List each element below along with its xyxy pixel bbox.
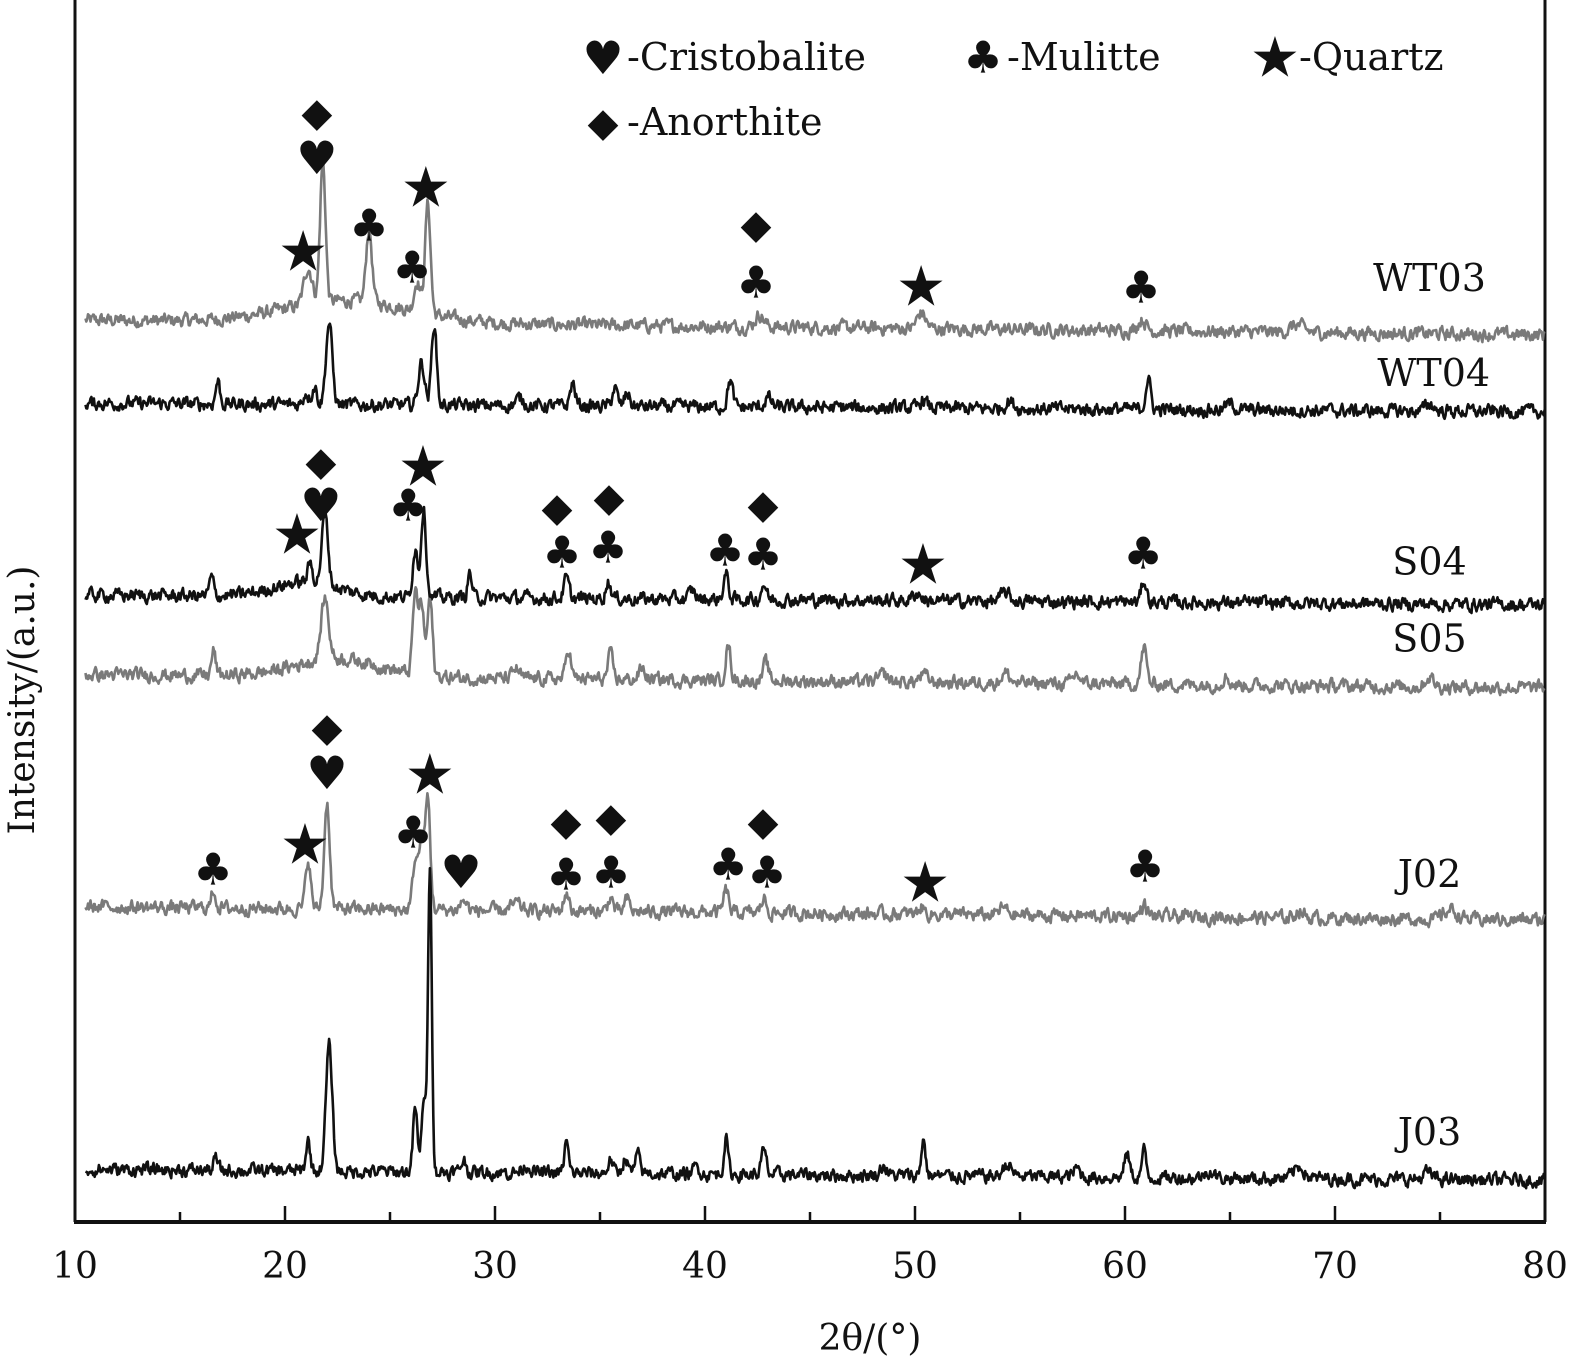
series-label-wt03: WT03	[1373, 256, 1486, 300]
series-label-j02: J02	[1394, 852, 1462, 896]
cristobalite-heart-icon: ♥	[296, 131, 337, 185]
mullite-club-icon: ♣	[588, 522, 627, 573]
quartz-star-icon: ★	[278, 219, 328, 284]
anorthite-diamond-icon: ◆	[302, 90, 333, 136]
legend-cristobalite-heart-icon: ♥	[582, 31, 623, 85]
cristobalite-heart-icon: ♥	[306, 746, 347, 800]
legend-label: -Mulitte	[1007, 35, 1161, 79]
legend-label: -Quartz	[1299, 35, 1444, 79]
mullite-club-icon: ♣	[1123, 529, 1162, 580]
anorthite-diamond-icon: ◆	[594, 475, 625, 521]
x-tick-label: 70	[1312, 1246, 1358, 1287]
mullite-club-icon: ♣	[1125, 842, 1164, 893]
series-label-s05: S05	[1392, 616, 1466, 660]
mullite-club-icon: ♣	[388, 481, 427, 532]
series-line-s04	[84, 505, 1546, 615]
x-tick-label: 10	[52, 1246, 98, 1287]
anorthite-diamond-icon: ◆	[306, 439, 337, 485]
series-line-j02	[84, 792, 1546, 929]
series-label-wt04: WT04	[1377, 351, 1490, 395]
quartz-star-icon: ★	[280, 813, 330, 878]
legend-label: -Cristobalite	[627, 35, 866, 79]
legend-label: -Anorthite	[627, 100, 822, 144]
x-axis-label: 2θ/(°)	[819, 1318, 922, 1359]
x-tick-label: 60	[1102, 1246, 1148, 1287]
quartz-star-icon: ★	[900, 851, 950, 916]
mullite-club-icon: ♣	[546, 849, 585, 900]
x-tick-label: 50	[892, 1246, 938, 1287]
legend: ♥ -Cristobalite ♣ -Mulitte ★-Quartz ◆ -Anorthi…	[582, 26, 1443, 147]
mullite-club-icon: ♣	[393, 808, 432, 859]
series-label-j03: J03	[1394, 1110, 1462, 1154]
mullite-club-icon: ♣	[392, 242, 431, 293]
quartz-star-icon: ★	[401, 155, 451, 220]
y-axis-label: Intensity/(a.u.)	[2, 566, 43, 835]
legend-mullite-club-icon: ♣	[963, 33, 1002, 84]
anorthite-diamond-icon: ◆	[741, 202, 772, 248]
quartz-star-icon: ★	[896, 255, 946, 320]
x-tick-label: 30	[472, 1246, 518, 1287]
quartz-star-icon: ★	[405, 742, 455, 807]
anorthite-diamond-icon: ◆	[542, 485, 573, 531]
x-tick-label: 20	[262, 1246, 308, 1287]
anorthite-diamond-icon: ◆	[551, 799, 582, 845]
mullite-club-icon: ♣	[542, 527, 581, 578]
mullite-club-icon: ♣	[591, 847, 630, 898]
quartz-star-icon: ★	[272, 502, 322, 567]
series-line-wt03	[84, 159, 1546, 344]
mullite-club-icon: ♣	[1121, 263, 1160, 314]
mullite-club-icon: ♣	[736, 258, 775, 309]
x-ticks: 10 20 30 40 50 60 70 80	[52, 1206, 1568, 1287]
annotations: ◆♥★ ♣♣★◆♣ ★ ♣◆♥★ ♣★◆♣◆♣ ♣◆♣ ★ ♣♣ ★◆♥♣★♥◆♣◆♣ ♣◆♣ ★ ♣	[193, 90, 1164, 915]
series-group: WT03 WT04 S04 S05 J02 J03	[84, 159, 1546, 1190]
mullite-club-icon: ♣	[743, 530, 782, 581]
series-line-s05	[84, 586, 1546, 697]
mullite-club-icon: ♣	[747, 847, 786, 898]
series-line-wt04	[84, 322, 1546, 421]
legend-quartz-star-icon: ★	[1250, 26, 1300, 91]
mullite-club-icon: ♣	[705, 525, 744, 576]
quartz-star-icon: ★	[898, 533, 948, 598]
anorthite-diamond-icon: ◆	[748, 482, 779, 528]
mullite-club-icon: ♣	[708, 840, 747, 891]
axes	[73, 0, 1547, 1224]
mullite-club-icon: ♣	[193, 844, 232, 895]
anorthite-diamond-icon: ◆	[312, 705, 343, 751]
series-line-j03	[84, 866, 1546, 1190]
x-tick-label: 80	[1522, 1246, 1568, 1287]
x-tick-label: 40	[682, 1246, 728, 1287]
quartz-star-icon: ★	[398, 435, 448, 500]
legend-anorthite-diamond-icon: ◆	[588, 100, 619, 146]
anorthite-diamond-icon: ◆	[748, 799, 779, 845]
cristobalite-heart-icon: ♥	[300, 478, 341, 532]
series-label-s04: S04	[1392, 539, 1466, 583]
anorthite-diamond-icon: ◆	[596, 795, 627, 841]
cristobalite-heart-icon: ♥	[440, 845, 481, 899]
mullite-club-icon: ♣	[349, 200, 388, 251]
